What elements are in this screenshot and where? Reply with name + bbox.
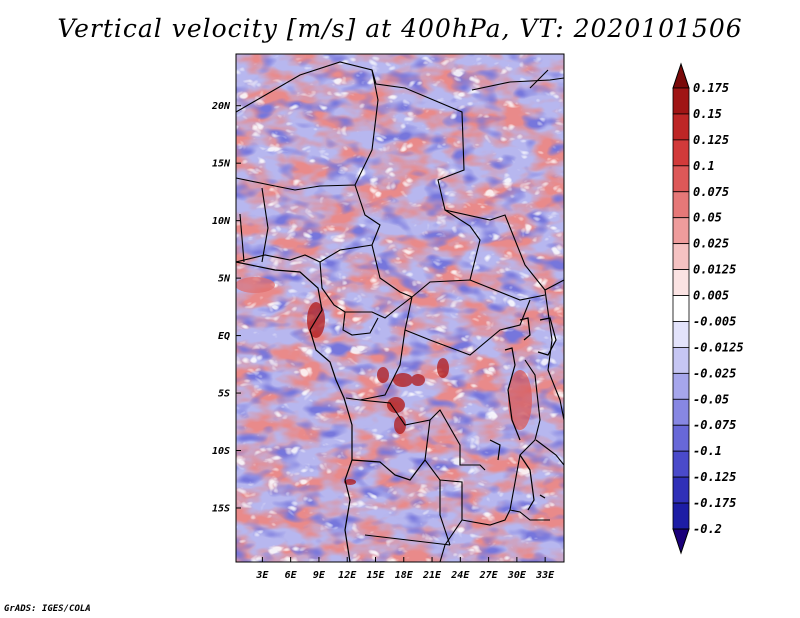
colorbar-label: -0.025 bbox=[693, 366, 736, 380]
x-axis: 3E 6E 9E 12E 15E 18E 21E 24E 27E 30E 33E bbox=[255, 557, 555, 581]
colorbar-segment bbox=[672, 502, 690, 530]
colorbar-label: 0.1 bbox=[693, 159, 715, 173]
y-tick-label: 20N bbox=[211, 101, 231, 112]
colorbar-segment bbox=[672, 87, 690, 115]
y-tick-label: EQ bbox=[218, 331, 230, 342]
colorbar-label: -0.175 bbox=[693, 496, 736, 510]
colorbar-segment bbox=[672, 476, 690, 504]
colorbar-label: -0.125 bbox=[693, 470, 736, 484]
y-tick-label: 10N bbox=[212, 216, 231, 227]
y-axis: 20N 15N 10N 5N EQ 5S 10S 15S bbox=[211, 101, 241, 514]
updraft-cores bbox=[236, 277, 532, 485]
colorbar-label: -0.05 bbox=[693, 392, 729, 406]
colorbar-label: 0.0125 bbox=[693, 263, 736, 277]
velocity-field bbox=[236, 54, 564, 562]
colorbar-label: 0.005 bbox=[693, 289, 729, 303]
x-tick-label: 3E bbox=[255, 570, 269, 581]
x-tick-label: 21E bbox=[422, 570, 442, 581]
colorbar-label: -0.005 bbox=[693, 314, 736, 328]
y-tick-label: 15S bbox=[212, 503, 230, 514]
colorbar-segment bbox=[672, 372, 690, 400]
colorbar-label: -0.0125 bbox=[693, 340, 744, 354]
y-tick-label: 5S bbox=[218, 389, 230, 400]
plot-frame bbox=[235, 53, 565, 563]
x-tick-label: 6E bbox=[285, 570, 298, 581]
y-tick-label: 10S bbox=[212, 446, 230, 457]
colorbar-label: -0.2 bbox=[693, 522, 722, 536]
chart-title: Vertical velocity [m/s] at 400hPa, VT: 2… bbox=[57, 14, 743, 43]
colorbar-segment bbox=[672, 139, 690, 167]
colorbar: 0.175 0.15 0.125 0.1 0.075 0.05 0.025 0.0125 0.0… bbox=[672, 62, 744, 555]
colorbar-segment bbox=[672, 165, 690, 193]
colorbar-label: -0.1 bbox=[693, 444, 722, 458]
colorbar-segment bbox=[672, 450, 690, 478]
colorbar-segment bbox=[672, 295, 690, 322]
colorbar-label: 0.025 bbox=[693, 237, 729, 251]
colorbar-segment bbox=[672, 243, 690, 270]
x-tick-label: 18E bbox=[395, 570, 414, 581]
x-tick-label: 27E bbox=[479, 570, 499, 581]
x-tick-label: 15E bbox=[366, 570, 385, 581]
colorbar-segment bbox=[672, 347, 690, 374]
colorbar-segment bbox=[672, 424, 690, 452]
colorbar-label: 0.05 bbox=[693, 211, 722, 225]
colorbar-label: 0.125 bbox=[693, 133, 729, 147]
colorbar-label: 0.075 bbox=[693, 185, 729, 199]
x-tick-label: 9E bbox=[313, 570, 326, 581]
x-tick-label: 30E bbox=[507, 570, 527, 581]
map-borders bbox=[236, 61, 564, 562]
colorbar-segment bbox=[672, 191, 690, 219]
colorbar-extend-top bbox=[672, 62, 690, 89]
coastlines bbox=[236, 261, 557, 562]
x-tick-label: 24E bbox=[450, 570, 470, 581]
colorbar-extend-bottom bbox=[672, 528, 690, 555]
colorbar-segment bbox=[672, 269, 690, 296]
colorbar-segment bbox=[672, 113, 690, 141]
credit-text: GrADS: IGES/COLA bbox=[4, 604, 91, 614]
y-tick-label: 5N bbox=[218, 274, 231, 285]
y-tick-label: 15N bbox=[212, 159, 231, 170]
x-tick-label: 12E bbox=[338, 570, 357, 581]
colorbar-segment bbox=[672, 217, 690, 245]
x-tick-label: 33E bbox=[535, 570, 555, 581]
colorbar-label: 0.15 bbox=[693, 107, 722, 121]
colorbar-segment bbox=[672, 321, 690, 348]
colorbar-label: 0.175 bbox=[693, 81, 729, 95]
colorbar-segment bbox=[672, 398, 690, 426]
colorbar-label: -0.075 bbox=[693, 418, 736, 432]
